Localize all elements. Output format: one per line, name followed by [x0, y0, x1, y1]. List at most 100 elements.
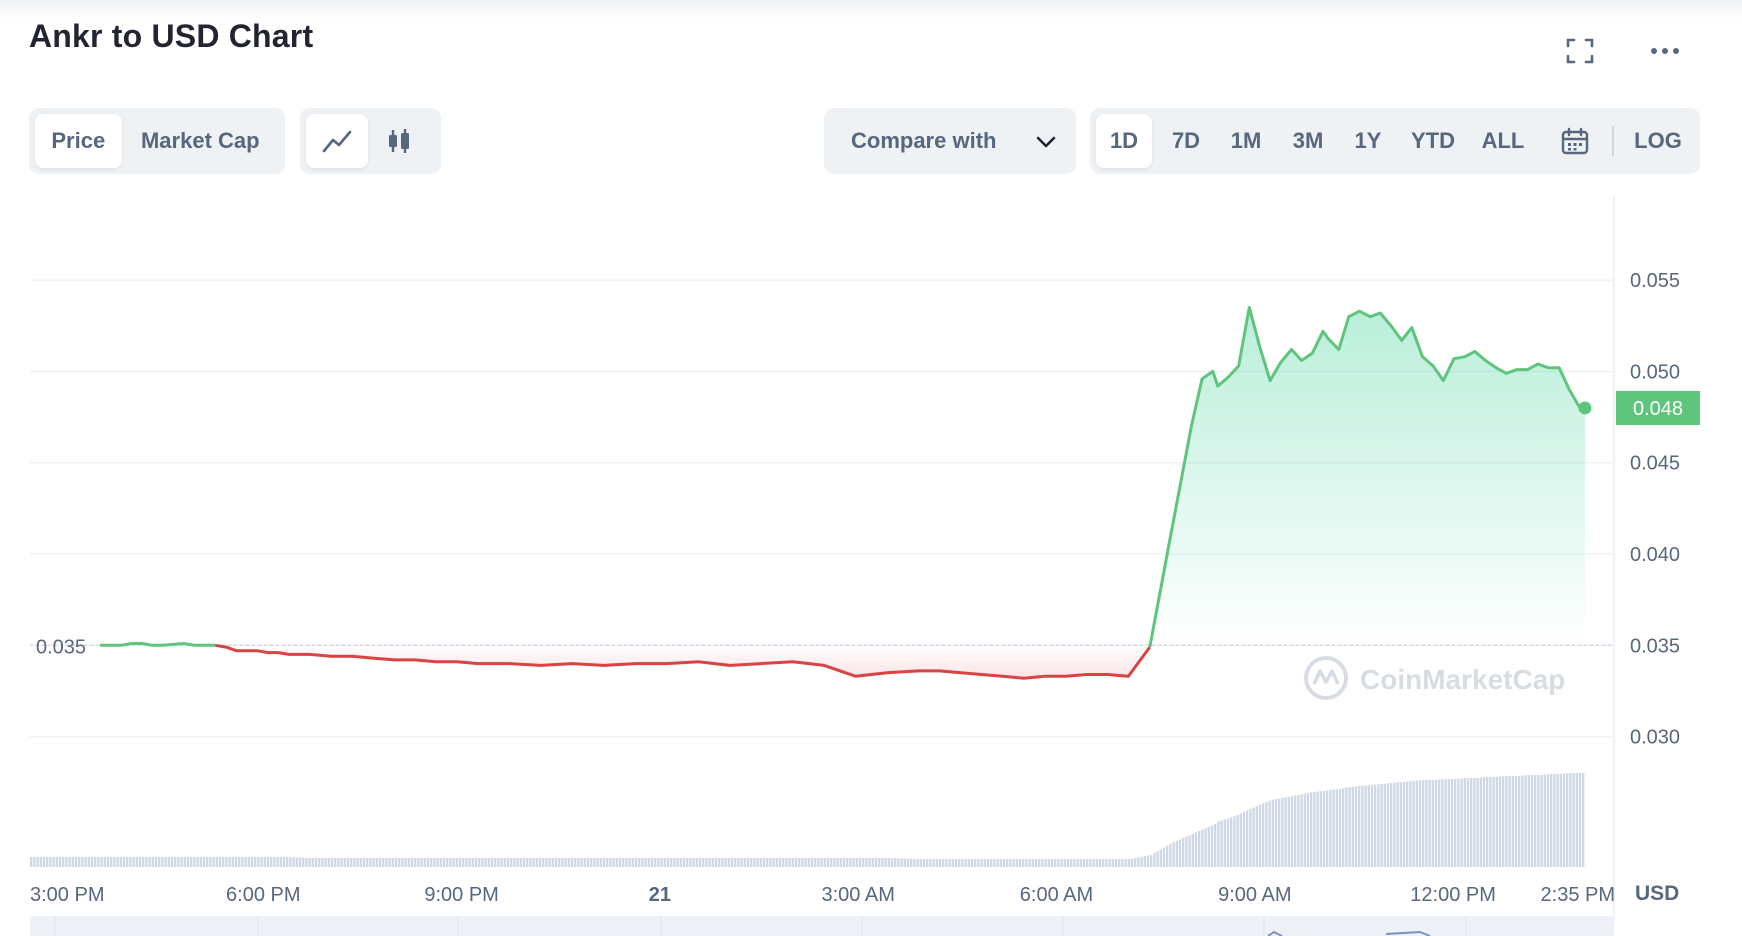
x-tick-label-4: 3:00 AM — [822, 884, 895, 906]
tab-price[interactable]: Price — [35, 114, 122, 168]
x-tick-label-5: 6:00 AM — [1020, 884, 1093, 906]
volume-bar-447 — [1460, 778, 1463, 867]
volume-bar-457 — [1492, 777, 1495, 867]
volume-bar-284 — [938, 859, 942, 867]
volume-bar-24 — [106, 857, 110, 867]
navigator-line — [1267, 930, 1431, 936]
log-scale-button[interactable]: LOG — [1634, 128, 1682, 153]
volume-bar-66 — [241, 857, 244, 867]
volume-bar-434 — [1418, 780, 1422, 867]
volume-bar-182 — [612, 858, 615, 867]
range-1d[interactable]: 1D — [1096, 114, 1152, 168]
volume-bar-207 — [692, 858, 695, 867]
range-7d[interactable]: 7D — [1171, 128, 1201, 153]
volume-bar-141 — [481, 858, 484, 867]
range-1y[interactable]: 1Y — [1354, 128, 1382, 153]
price-area-down — [100, 643, 1150, 679]
volume-bar-250 — [830, 858, 833, 867]
volume-bar-225 — [750, 858, 753, 867]
volume-bar-261 — [865, 858, 868, 867]
volume-bar-22 — [100, 857, 103, 867]
volume-bar-402 — [1316, 791, 1319, 867]
volume-bar-46 — [177, 857, 180, 867]
tab-market-cap[interactable]: Market Cap — [140, 128, 260, 153]
calendar-icon[interactable] — [1550, 114, 1600, 168]
volume-bar-155 — [526, 858, 529, 867]
range-ytd[interactable]: YTD — [1411, 128, 1455, 153]
volume-bar-239 — [794, 858, 798, 867]
volume-bar-366 — [1201, 829, 1204, 867]
volume-bar-253 — [839, 858, 842, 867]
volume-bar-356 — [1169, 843, 1172, 867]
volume-bar-25 — [110, 857, 113, 867]
volume-bar-244 — [810, 858, 814, 867]
volume-bar-307 — [1012, 859, 1015, 867]
volume-bar-479 — [1562, 773, 1566, 867]
volume-bar-2 — [36, 857, 39, 867]
volume-bar-145 — [494, 858, 497, 867]
volume-bar-154 — [522, 858, 526, 867]
volume-bar-256 — [849, 858, 852, 867]
volume-bar-326 — [1073, 859, 1076, 867]
volume-bar-64 — [234, 857, 238, 867]
volume-bar-232 — [772, 858, 775, 867]
volume-bar-388 — [1271, 799, 1274, 867]
line-chart-icon[interactable] — [306, 114, 368, 168]
volume-bar-95 — [334, 858, 337, 867]
volume-bar-357 — [1172, 842, 1175, 867]
volume-bar-203 — [679, 858, 682, 867]
volume-bar-194 — [650, 858, 654, 867]
volume-bar-482 — [1572, 773, 1575, 867]
volume-bar-260 — [862, 858, 865, 867]
volume-bar-371 — [1217, 821, 1220, 867]
volume-bar-461 — [1505, 776, 1508, 867]
volume-bar-441 — [1441, 779, 1444, 867]
volume-bar-87 — [308, 857, 311, 867]
volume-bar-372 — [1220, 820, 1223, 867]
volume-bar-148 — [503, 858, 506, 867]
compare-with-label: Compare with — [851, 128, 997, 153]
volume-bar-193 — [647, 858, 650, 867]
volume-bar-430 — [1406, 781, 1409, 867]
volume-bar-236 — [785, 858, 788, 867]
volume-bar-378 — [1239, 813, 1242, 867]
volume-bar-380 — [1246, 810, 1249, 867]
current-price-badge — [1616, 390, 1700, 425]
volume-bar-126 — [433, 858, 436, 867]
fullscreen-icon[interactable] — [1562, 34, 1598, 68]
volume-bar-55 — [206, 857, 209, 867]
range-1m[interactable]: 1M — [1230, 128, 1262, 153]
volume-bar-347 — [1140, 856, 1143, 867]
volume-bar-241 — [801, 858, 804, 867]
volume-bar-288 — [951, 859, 954, 867]
volume-bar-192 — [644, 858, 647, 867]
volume-bar-317 — [1044, 859, 1047, 867]
volume-bar-299 — [986, 859, 990, 867]
range-all[interactable]: ALL — [1481, 128, 1525, 153]
volume-bar-421 — [1377, 784, 1380, 867]
volume-bar-396 — [1297, 794, 1300, 867]
y-tick-label-4: 0.035 — [1630, 635, 1680, 657]
volume-bar-62 — [228, 857, 231, 867]
top-shadow — [0, 0, 1742, 20]
volume-bar-458 — [1495, 777, 1498, 867]
volume-bar-198 — [663, 858, 666, 867]
compare-with-dropdown[interactable]: Compare with — [824, 108, 1076, 174]
volume-bar-422 — [1380, 783, 1383, 867]
volume-bar-142 — [484, 858, 487, 867]
volume-bar-124 — [426, 858, 430, 867]
volume-bar-210 — [702, 858, 705, 867]
range-3m[interactable]: 3M — [1292, 128, 1324, 153]
volume-bar-146 — [497, 858, 500, 867]
volume-bar-436 — [1425, 780, 1428, 867]
volume-bar-399 — [1306, 793, 1310, 867]
volume-bar-454 — [1482, 777, 1486, 867]
volume-bar-395 — [1294, 795, 1297, 867]
more-horizontal-icon[interactable] — [1647, 34, 1683, 68]
volume-bar-128 — [439, 858, 442, 867]
volume-bar-39 — [154, 857, 158, 867]
volume-bar-162 — [548, 858, 551, 867]
volume-bar-484 — [1578, 773, 1582, 867]
volume-bar-138 — [471, 858, 474, 867]
candlestick-icon[interactable] — [368, 114, 430, 168]
